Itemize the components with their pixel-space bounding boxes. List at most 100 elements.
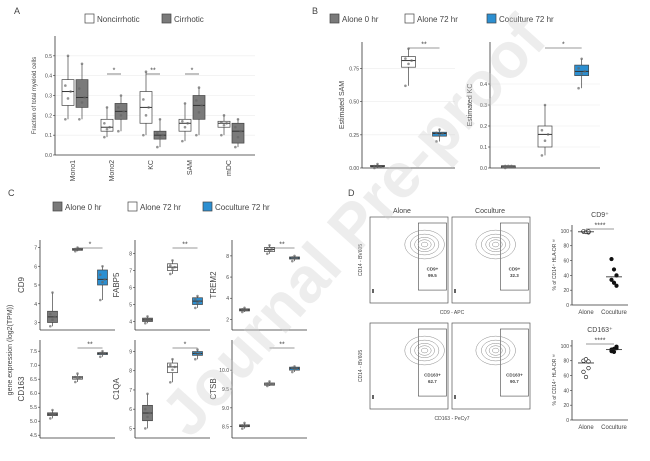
panel-d-cd9-y-label: % of CD14⁺ HLA-DR ʰⁱ xyxy=(551,239,558,290)
panel-d-cd163-point xyxy=(586,366,591,371)
panel-c-trem2-tick-label: 2 xyxy=(226,317,229,323)
panel-c-ctsb-tick-label: 9.5 xyxy=(222,387,229,393)
panel-c-y-label: gene expression (log2(TPM)) xyxy=(7,305,14,396)
panel-c-c1qa-tick-label: 7 xyxy=(129,388,132,394)
flow-plot-r1-c2-contour xyxy=(485,237,506,252)
panel-a-box-noncirrhotic-point xyxy=(66,54,70,58)
panel-b-sam-tick-label: 0.50 xyxy=(349,100,359,106)
panel-c-ctsb-box-point xyxy=(266,382,269,385)
panel-b-kc-box-point xyxy=(546,133,550,136)
panel-c-fabp5-gene-label: FABP5 xyxy=(112,272,121,297)
panel-c-cd9-box-point xyxy=(99,298,102,302)
panel-c-cd163-box-point xyxy=(76,377,79,380)
panel-b-sam-box-point xyxy=(438,133,441,137)
panel-a-tick-label: 0.0 xyxy=(45,153,52,159)
flow-plot-r1-c2-frame xyxy=(451,216,531,304)
panel-c-cd163-box-point xyxy=(101,352,104,356)
panel-c-trem2-box-point xyxy=(241,310,244,314)
panel-c-cd163-tick-label: 4.5 xyxy=(30,433,37,439)
panel-c-fabp5-box-point xyxy=(173,265,176,269)
panel-a-significance: * xyxy=(113,68,116,75)
panel-a-tick-label: 0.5 xyxy=(45,54,52,60)
panel-c-cd9-significance: * xyxy=(89,242,92,249)
panel-a-box-cirrhotic-box xyxy=(231,122,245,144)
panel-a-box-noncirrhotic-point xyxy=(64,84,67,87)
panel-d-cd163-tick-label: 100 xyxy=(561,344,570,350)
panel-d-cd163-category-label: Alone xyxy=(578,425,594,431)
panel-b-kc-box-point xyxy=(503,164,507,168)
legend-c-coculture-72hr-label: Coculture 72 hr xyxy=(215,203,270,212)
panel-c-trem2-box-point xyxy=(295,256,299,260)
panel-a-box-noncirrhotic-point xyxy=(108,125,111,129)
panel-c-fabp5-box-point xyxy=(171,267,174,271)
panel-label-a: A xyxy=(14,6,20,16)
panel-a-tick-label: 0.3 xyxy=(45,94,52,100)
panel-b-sam-box-point xyxy=(435,131,438,135)
panel-c-fabp5-tick-label: 7 xyxy=(129,269,132,275)
panel-c-ctsb-box-point xyxy=(243,425,246,428)
panel-a-tick-label: 0.2 xyxy=(45,113,52,119)
panel-c-c1qa-box-point xyxy=(146,415,149,419)
flow-plot-r1-c1-frame xyxy=(369,216,449,304)
panel-c-cd163-box-point xyxy=(74,380,77,384)
panel-c-fabp5-box-point xyxy=(169,272,172,276)
panel-b-kc-box-point xyxy=(540,154,544,157)
panel-c-cd9-box-point xyxy=(74,249,77,253)
panel-a-box-noncirrhotic-point xyxy=(183,125,187,129)
panel-c-cd9-box-point xyxy=(76,248,79,252)
panel-c-ctsb-box-point xyxy=(291,366,294,370)
panel-b-sam-tick-label: 0.25 xyxy=(349,133,359,139)
panel-a-box-noncirrhotic-point xyxy=(220,120,223,124)
panel-b-kc-box-point xyxy=(507,164,510,168)
panel-c-trem2-box-point xyxy=(268,243,271,247)
panel-c-trem2-box-point xyxy=(266,252,269,256)
legend-coculture-72hr-label: Coculture 72 hr xyxy=(499,15,554,24)
panel-a-box-cirrhotic-point xyxy=(195,99,198,102)
panel-c-trem2-box-point xyxy=(243,306,246,310)
panel-a-box-noncirrhotic-point xyxy=(144,114,148,117)
flow-plot-r2-c2-gate-value: 90.7 xyxy=(510,379,519,384)
panel-a-box-cirrhotic-point xyxy=(78,87,81,90)
panel-c-c1qa-tick-label: 5 xyxy=(129,426,132,432)
legend-c-alone-72hr-label: Alone 72 hr xyxy=(140,203,181,212)
flow-plot-r1-c2-gate xyxy=(500,222,529,291)
flow-plot-r2-c1-contour xyxy=(404,335,445,366)
flow-plot-r1-c1-gate-name: CD9+ xyxy=(427,266,439,271)
panel-c-trem2-significance: ** xyxy=(279,242,285,249)
panel-a-box-cirrhotic-point xyxy=(119,94,123,97)
panel-a-box-noncirrhotic-point xyxy=(222,114,226,117)
panel-d-cd163-point xyxy=(583,374,589,380)
panel-a-box-noncirrhotic-point xyxy=(222,123,226,127)
panel-b-sam-box-point xyxy=(376,165,379,168)
panel-c-cd9-tick-label: 3 xyxy=(34,321,37,327)
flow-plot-r1-c2-contour xyxy=(492,241,500,248)
flow-plot-r2-c2-frame xyxy=(451,322,531,410)
panel-c-ctsb-box-point xyxy=(293,365,296,368)
panel-c-cd9-box-point xyxy=(51,291,54,294)
panel-a-box-noncirrhotic-box xyxy=(61,79,75,106)
panel-c-cd163-gene-label: CD163 xyxy=(17,376,26,401)
panel-a-box-noncirrhotic-box xyxy=(178,118,192,132)
panel-c-cd163-box-point xyxy=(76,372,79,375)
panel-c-ctsb-box-point xyxy=(266,384,269,388)
flow-plot-r2-c2-gate xyxy=(500,328,529,397)
legend-alone-0hr-swatch xyxy=(329,13,340,24)
panel-b-kc-box-point xyxy=(540,128,544,132)
panel-a-box-noncirrhotic-point xyxy=(103,121,106,125)
flow-plot-r1-c1-contour xyxy=(410,233,440,256)
flow-plot-r1-c1-contour xyxy=(417,239,432,250)
panel-c-trem2-box-point xyxy=(293,257,296,260)
panel-b-kc-box-box xyxy=(574,64,590,76)
panel-c-c1qa-box-point xyxy=(169,380,172,384)
panel-b-kc-box-point xyxy=(580,57,583,61)
panel-c-trem2-box-point xyxy=(241,308,244,311)
flow-plot-r1-c1-gate xyxy=(418,222,447,291)
legend-c-alone-0hr-swatch xyxy=(52,201,63,212)
panel-c-c1qa-box-point xyxy=(196,348,199,351)
panel-b-sam-tick-label: 0.75 xyxy=(349,67,359,73)
panel-c-c1qa-box-point xyxy=(171,357,174,361)
panel-d-cd9-tick-label: 80 xyxy=(563,244,569,250)
panel-a-box-cirrhotic-point xyxy=(83,96,86,99)
panel-c-trem2-tick-label: 8 xyxy=(226,254,229,260)
panel-d-cd9-point xyxy=(609,256,614,262)
